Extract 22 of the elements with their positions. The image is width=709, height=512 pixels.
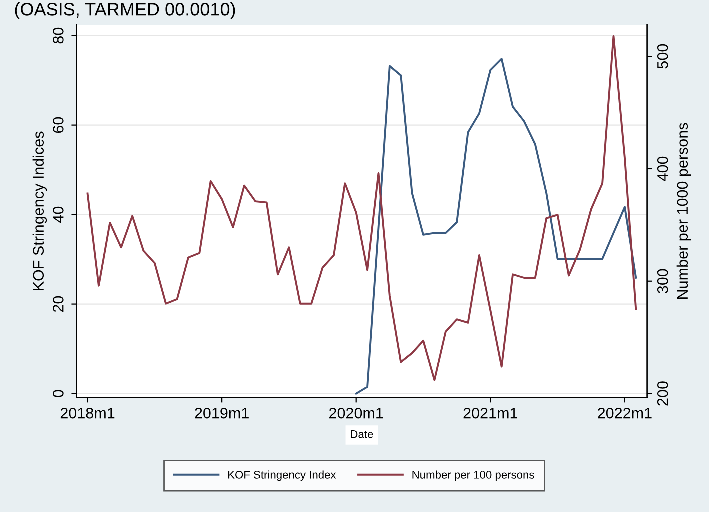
x-axis-title: Date <box>351 430 374 438</box>
y2-tick-label: 200 <box>657 382 668 406</box>
x-tick-label: 2019m1 <box>195 408 249 419</box>
x-tick-label: 2018m1 <box>60 408 115 419</box>
y2-tick-label: 500 <box>657 44 668 69</box>
x-tick-label: 2021m1 <box>464 408 518 419</box>
y-tick-label: 60 <box>53 117 64 134</box>
y-tick-label: 40 <box>53 206 64 223</box>
x-tick-label: 2022m1 <box>598 408 652 419</box>
y-tick-label: 80 <box>53 28 64 44</box>
y2-tick-label: 400 <box>657 156 668 182</box>
line-series <box>355 58 638 395</box>
y2-tick-label: 300 <box>657 269 668 294</box>
y-tick-label: 0 <box>53 390 64 398</box>
chart-title: (OASIS, TARMED 00.0010) <box>15 2 236 20</box>
legend-label: Number per 100 persons <box>412 470 534 482</box>
line-series <box>86 35 638 382</box>
x-tick-label: 2020m1 <box>330 408 384 419</box>
legend-label: KOF Stringency Index <box>228 470 336 482</box>
y-axis-title: KOF Stringency Indices <box>32 132 48 290</box>
y2-axis-title: Number per 1000 persons <box>676 123 692 299</box>
y-tick-label: 20 <box>53 296 64 312</box>
